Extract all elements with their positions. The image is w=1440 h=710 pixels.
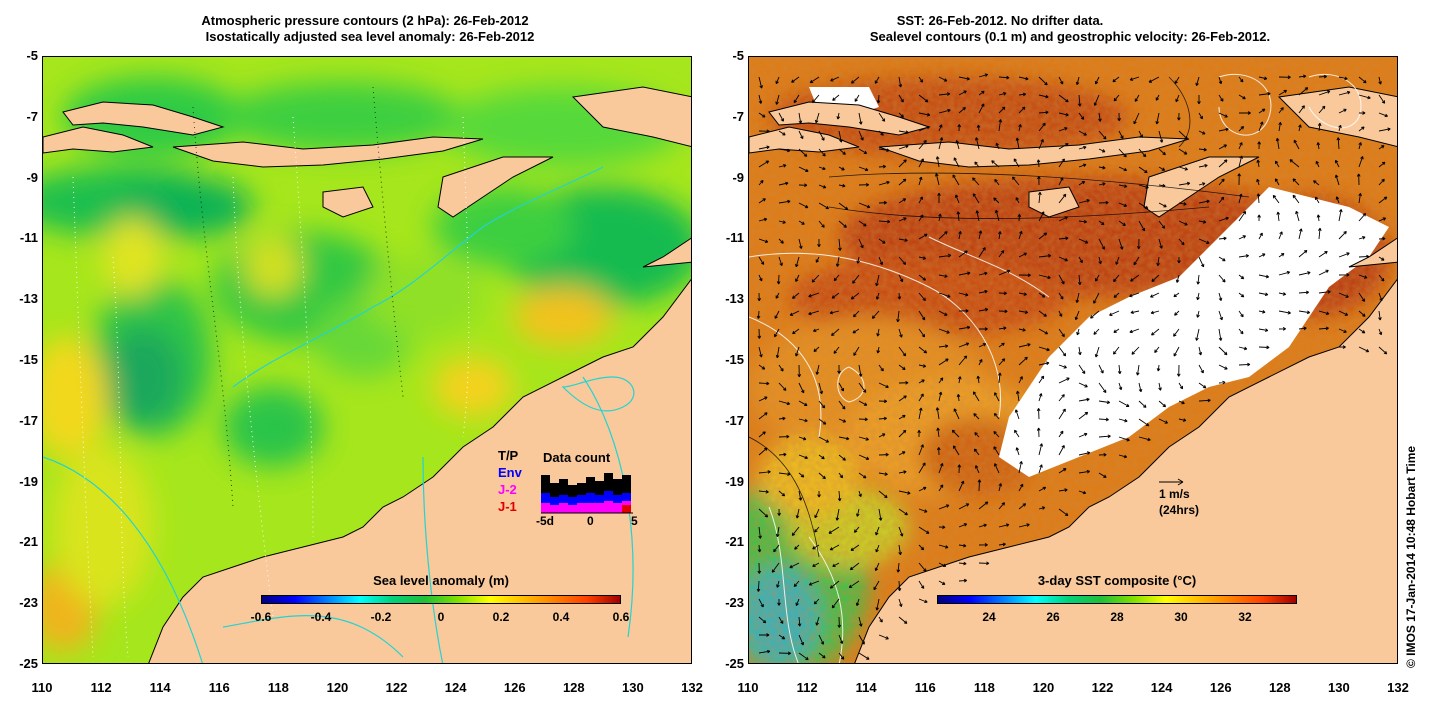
left-title-line2: Isostatically adjusted sea level anomaly… [205,29,535,44]
y-tick-label-left: -17 [19,412,38,428]
x-tick-label-right: 116 [914,680,936,695]
imos-credit: © IMOS 17-Jan-2014 10:48 Hobart Time [1404,445,1418,668]
right-colorbar-title: 3-day SST composite (°C) [1037,573,1197,588]
colorbar-tick-label: 0.4 [552,610,570,624]
colorbar-tick-label: -0.6 [250,610,272,624]
x-tick-label-right: 128 [1268,680,1291,695]
x-tick-label-left: 116 [208,680,230,695]
data-count-histogram [541,473,633,514]
histogram-bar [604,501,613,513]
x-tick-label-left: 124 [444,680,467,695]
data-count-legend: T/P Env J-2 J-1 [498,447,522,515]
y-tick-label-right: -5 [732,48,744,63]
y-tick-label-left: -13 [19,291,38,307]
x-tick-label-right: 130 [1328,680,1350,695]
histogram-bar [586,503,595,513]
x-tick-label-left: 112 [90,680,112,695]
histogram-bar [541,503,550,513]
histogram-bar [595,503,604,513]
y-tick-label-left: -7 [26,108,38,124]
colorbar-tick-label: 32 [1238,610,1252,624]
y-tick-label-left: -21 [19,534,38,550]
right-map[interactable]: 1 m/s (24hrs) 3-day SST composite (°C) 2… [748,56,1398,664]
scale-arrow-icon [1159,478,1184,486]
left-title-line1: Atmospheric pressure contours (2 hPa): 2… [201,13,529,28]
sea-level-anomaly-map [43,57,691,663]
data-count-axis-start: -5d [536,514,554,528]
y-tick-label-left: -23 [19,595,38,611]
x-tick-label-right: 114 [855,680,877,695]
y-tick-label-left: -15 [19,352,38,367]
right-title-line2: Sealevel contours (0.1 m) and geostrophi… [869,29,1271,44]
histogram-bar [613,503,622,513]
scale-duration: (24hrs) [1159,503,1200,517]
x-tick-label-right: 126 [1209,680,1232,695]
colorbar-tick-label: 30 [1174,610,1188,624]
y-tick-label-right: -7 [732,108,744,124]
data-count-axis-mid: 0 [587,514,594,528]
x-tick-label-right: 122 [1091,680,1114,695]
x-tick-label-left: 130 [622,680,644,695]
x-tick-label-right: 118 [973,680,995,695]
colorbar-tick-label: 0.2 [492,610,510,624]
legend-item-j2: J-2 [498,482,517,497]
scale-arrow-label: 1 m/s (24hrs) [1159,487,1199,517]
x-tick-label-right: 132 [1387,680,1409,695]
y-tick-label-right: -21 [725,534,744,550]
x-tick-label-left: 114 [149,680,171,695]
x-tick-label-left: 128 [562,680,585,695]
histogram-bar [550,505,559,513]
x-tick-label-right: 124 [1150,680,1173,695]
x-tick-label-right: 112 [796,680,818,695]
histogram-bar [577,503,586,513]
scale-speed: 1 m/s [1159,487,1190,501]
y-tick-label-right: -25 [725,656,744,671]
x-tick-label-left: 122 [385,680,408,695]
x-tick-label-left: 126 [503,680,526,695]
data-count-header: Data count [543,450,611,465]
colorbar-tick-label: -0.4 [310,610,332,624]
y-tick-label-left: -5 [26,48,38,63]
x-tick-label-left: 118 [267,680,289,695]
y-tick-label-right: -23 [725,595,744,611]
x-tick-label-right: 110 [737,680,759,695]
y-tick-label-right: -13 [725,291,744,307]
y-tick-label-right: -19 [725,473,744,489]
right-colorbar [937,595,1297,604]
x-tick-label-left: 110 [31,680,53,695]
y-tick-label-left: -19 [19,473,38,489]
left-map[interactable]: T/P Env J-2 J-1 Data count -5d 0 5 Sea l… [42,56,692,664]
y-tick-label-right: -15 [725,352,744,367]
right-title-line1: SST: 26-Feb-2012. No drifter data. [896,13,1104,28]
left-colorbar-title: Sea level anomaly (m) [373,573,509,588]
colorbar-tick-label: -0.2 [370,610,392,624]
colorbar-tick-label: 24 [982,610,996,624]
x-tick-label-left: 120 [326,680,349,695]
y-tick-label-left: -9 [26,169,38,185]
y-tick-label-left: -11 [19,230,38,246]
left-colorbar [261,595,621,604]
x-tick-label-left: 132 [681,680,703,695]
y-tick-label-left: -25 [19,656,38,671]
y-tick-label-right: -9 [732,169,744,185]
histogram-bar [568,505,577,513]
colorbar-tick-label: 26 [1046,610,1060,624]
x-tick-label-right: 120 [1032,680,1055,695]
legend-item-tp: T/P [498,448,519,463]
y-tick-label-right: -17 [725,412,744,428]
y-tick-label-right: -11 [725,230,744,246]
colorbar-tick-label: 28 [1110,610,1124,624]
colorbar-tick-label: 0.6 [612,610,630,624]
histogram-bar [559,503,568,513]
data-count-axis-end: 5 [631,514,638,528]
colorbar-tick-label: 0 [437,610,445,624]
sst-map [749,57,1397,663]
legend-item-j1: J-1 [498,499,517,514]
legend-item-env: Env [498,465,522,480]
